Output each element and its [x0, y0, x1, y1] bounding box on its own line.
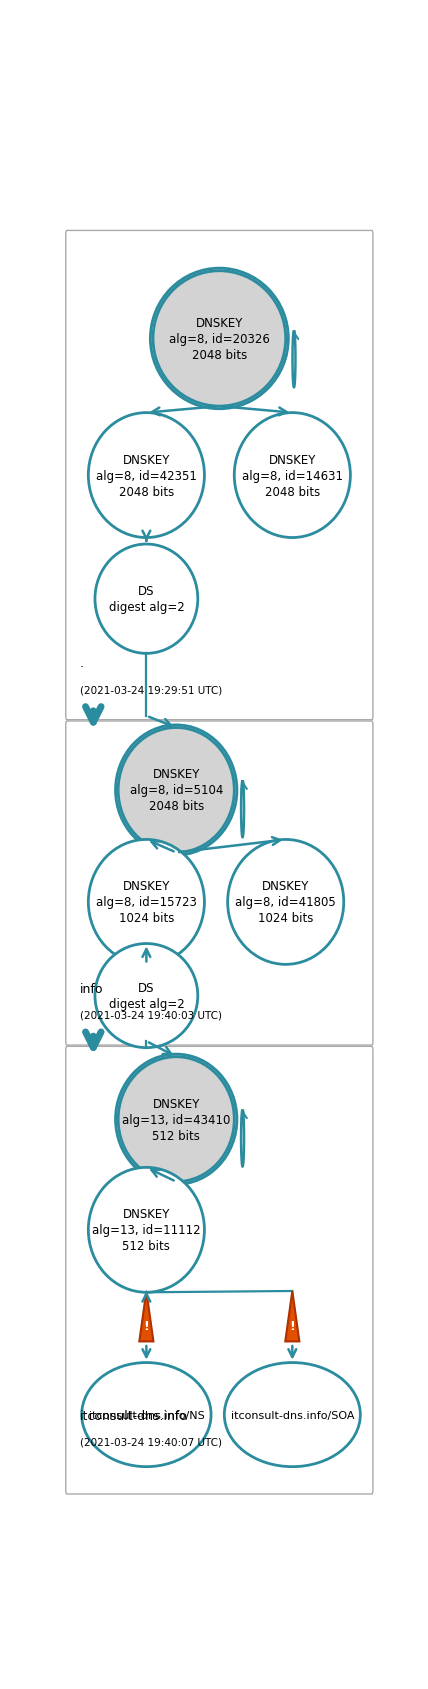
Ellipse shape — [95, 944, 198, 1047]
Ellipse shape — [82, 1363, 211, 1466]
Ellipse shape — [95, 546, 198, 654]
Text: !: ! — [143, 1319, 149, 1333]
Text: DNSKEY
alg=8, id=15723
1024 bits: DNSKEY alg=8, id=15723 1024 bits — [96, 880, 197, 926]
Text: DNSKEY
alg=8, id=5104
2048 bits: DNSKEY alg=8, id=5104 2048 bits — [130, 768, 223, 812]
Text: DNSKEY
alg=13, id=43410
512 bits: DNSKEY alg=13, id=43410 512 bits — [122, 1098, 230, 1142]
Ellipse shape — [153, 272, 286, 407]
Ellipse shape — [118, 728, 234, 853]
FancyBboxPatch shape — [66, 231, 373, 720]
Text: DNSKEY
alg=8, id=20326
2048 bits: DNSKEY alg=8, id=20326 2048 bits — [169, 318, 270, 361]
Text: (2021-03-24 19:40:07 UTC): (2021-03-24 19:40:07 UTC) — [80, 1437, 222, 1447]
Ellipse shape — [116, 1054, 237, 1184]
Ellipse shape — [88, 839, 205, 964]
Text: DS
digest alg=2: DS digest alg=2 — [109, 584, 184, 613]
FancyBboxPatch shape — [66, 721, 373, 1045]
Text: (2021-03-24 19:29:51 UTC): (2021-03-24 19:29:51 UTC) — [80, 686, 222, 694]
Text: info: info — [80, 981, 104, 995]
Text: (2021-03-24 19:40:03 UTC): (2021-03-24 19:40:03 UTC) — [80, 1010, 222, 1020]
Text: itconsult-dns.info/NS: itconsult-dns.info/NS — [89, 1410, 204, 1420]
Ellipse shape — [150, 269, 288, 409]
Text: .: . — [80, 657, 84, 671]
Ellipse shape — [224, 1363, 360, 1466]
Ellipse shape — [116, 726, 237, 856]
Ellipse shape — [234, 414, 351, 539]
Text: DNSKEY
alg=8, id=42351
2048 bits: DNSKEY alg=8, id=42351 2048 bits — [96, 453, 197, 498]
Ellipse shape — [118, 1057, 234, 1182]
Text: !: ! — [289, 1319, 295, 1333]
Ellipse shape — [88, 414, 205, 539]
FancyBboxPatch shape — [66, 1047, 373, 1495]
Ellipse shape — [228, 839, 344, 964]
Polygon shape — [285, 1290, 299, 1341]
Text: DNSKEY
alg=8, id=14631
2048 bits: DNSKEY alg=8, id=14631 2048 bits — [242, 453, 343, 498]
Text: DS
digest alg=2: DS digest alg=2 — [109, 981, 184, 1010]
Text: DNSKEY
alg=13, id=11112
512 bits: DNSKEY alg=13, id=11112 512 bits — [92, 1208, 201, 1253]
Text: itconsult-dns.info/SOA: itconsult-dns.info/SOA — [231, 1410, 354, 1420]
Polygon shape — [140, 1290, 153, 1341]
Ellipse shape — [88, 1167, 205, 1292]
Text: DNSKEY
alg=8, id=41805
1024 bits: DNSKEY alg=8, id=41805 1024 bits — [235, 880, 336, 926]
Text: itconsult-dns.info: itconsult-dns.info — [80, 1409, 188, 1422]
